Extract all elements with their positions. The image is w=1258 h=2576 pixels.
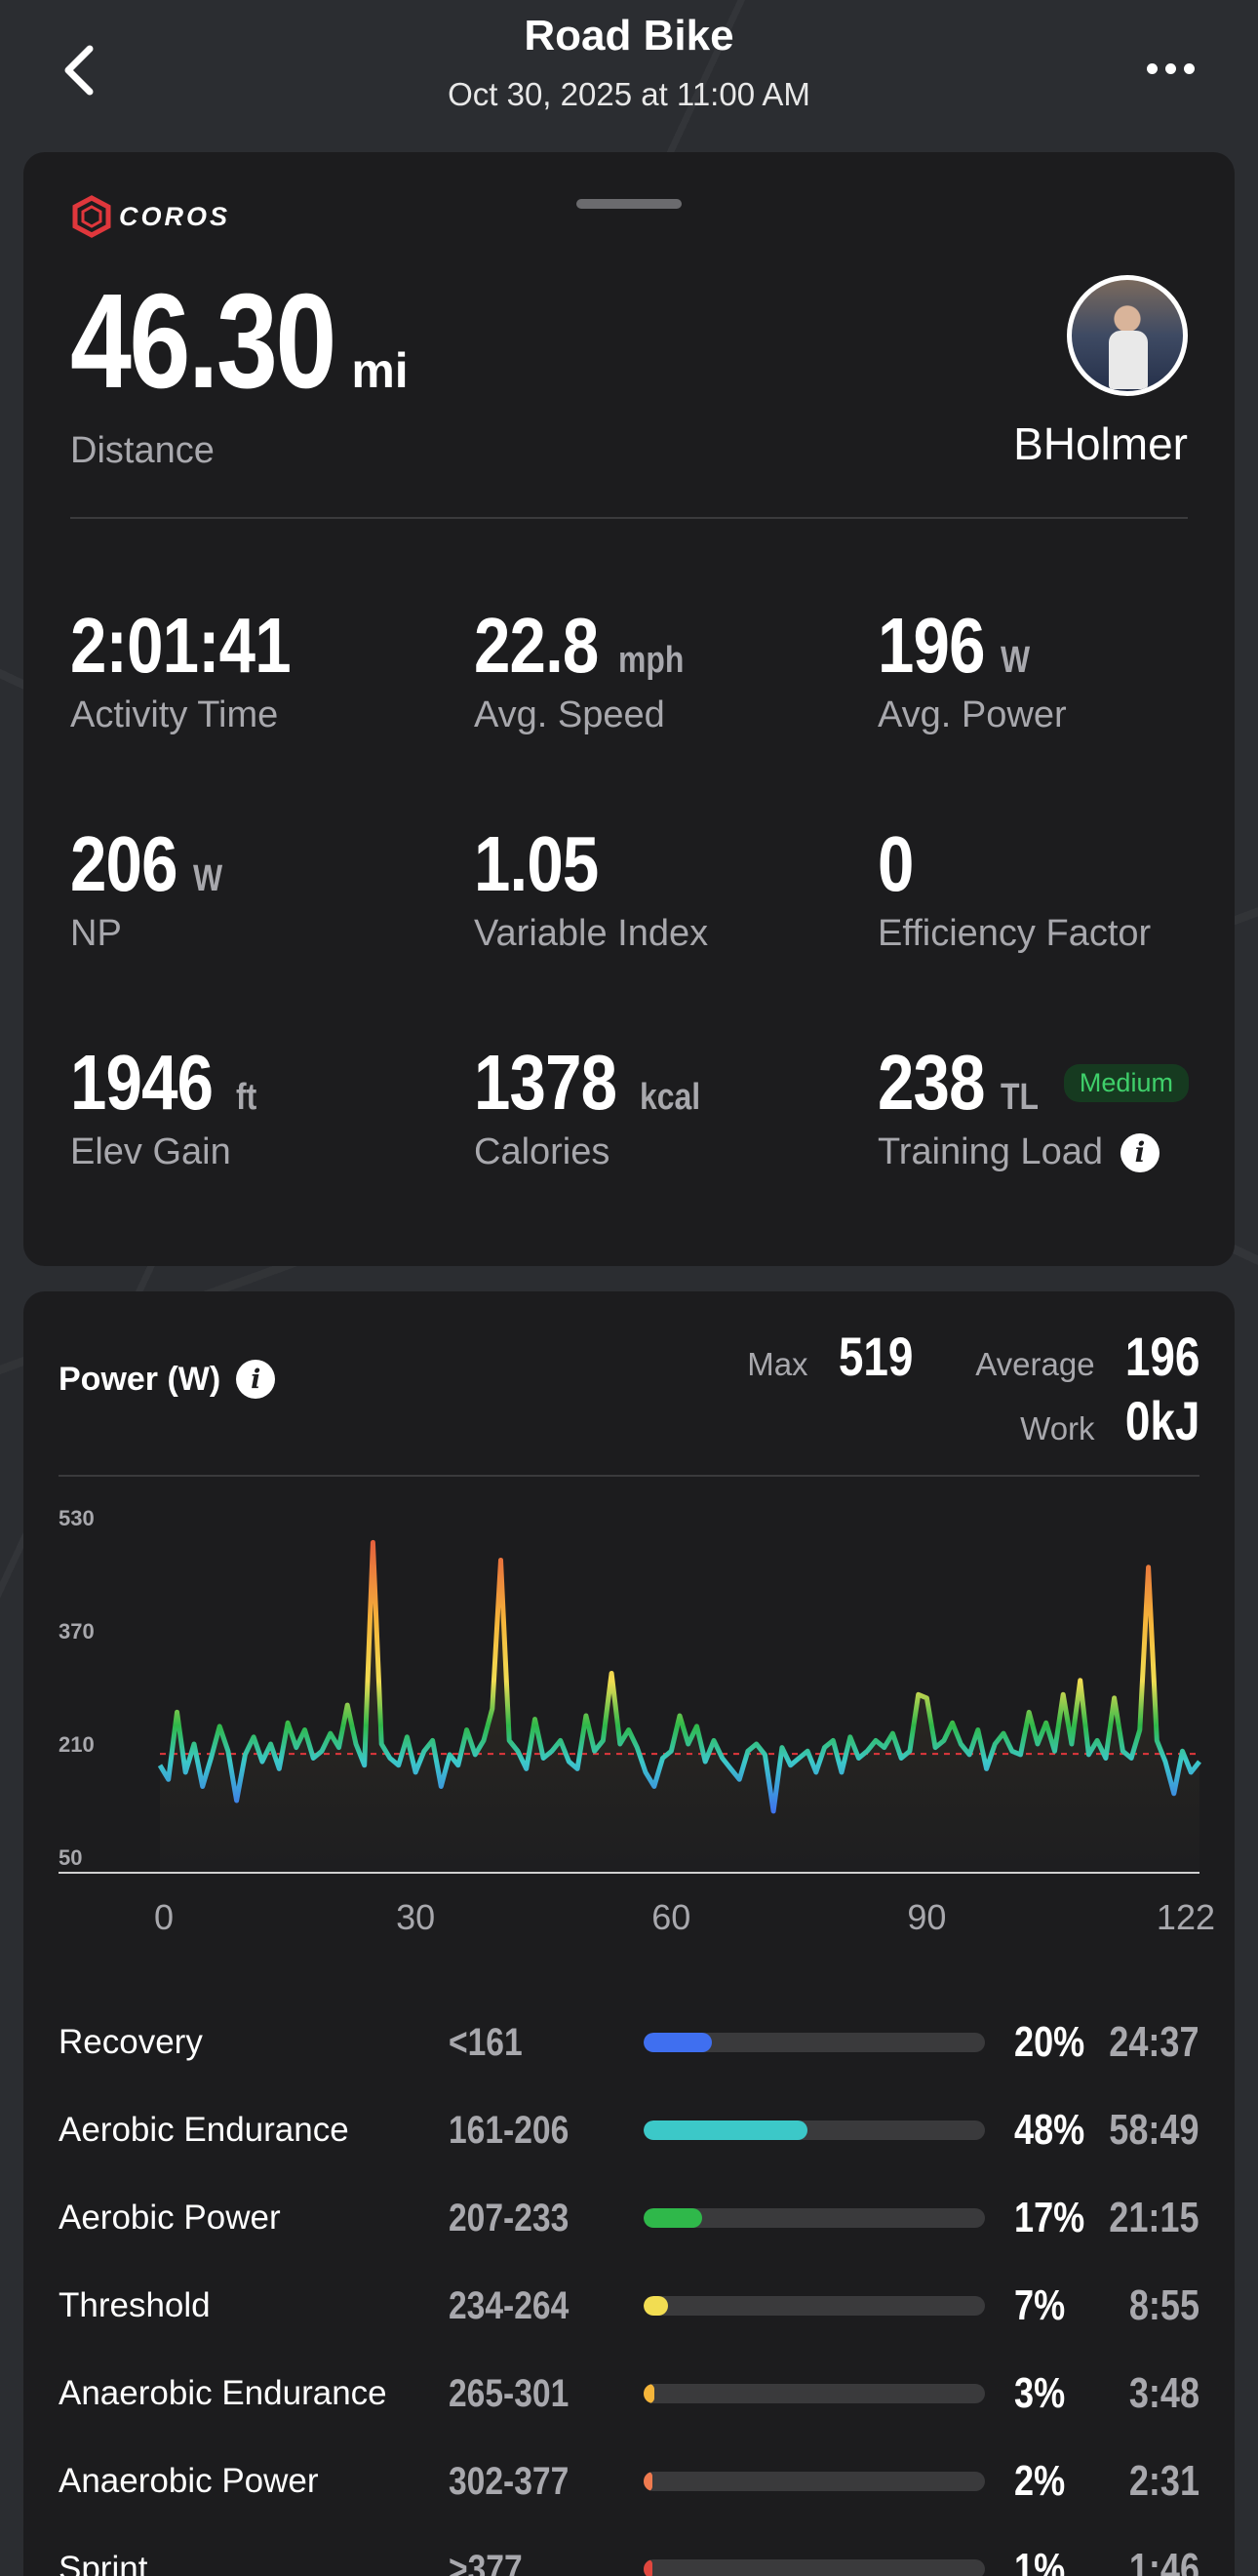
zone-row: Recovery <161 20% 24:37 xyxy=(59,2013,1199,2072)
zone-range: 161-206 xyxy=(449,2108,570,2152)
zone-bar xyxy=(644,2384,985,2403)
stat-variable-index: 1.05 Variable Index xyxy=(474,820,709,954)
info-icon[interactable]: i xyxy=(236,1360,276,1399)
zone-percent: 2% xyxy=(1014,2457,1066,2505)
drag-handle[interactable] xyxy=(576,199,682,209)
zone-bar xyxy=(644,2559,985,2576)
brand-name: COROS xyxy=(119,201,231,231)
zone-name: Recovery xyxy=(59,2023,203,2061)
zone-bar xyxy=(644,2033,985,2052)
power-card: Power (W) i Max 519 Average 196 Work 0kJ… xyxy=(23,1291,1235,2576)
zone-bar-fill xyxy=(644,2208,702,2228)
stat-elev-gain: 1946 ft Elev Gain xyxy=(70,1039,257,1172)
zone-row: Anaerobic Endurance 265-301 3% 3:48 xyxy=(59,2364,1199,2423)
zone-percent: 17% xyxy=(1014,2194,1085,2241)
x-tick-label: 90 xyxy=(907,1897,946,1937)
zone-time: 2:31 xyxy=(1128,2457,1199,2505)
zone-name: Aerobic Endurance xyxy=(59,2111,349,2149)
stat-avg-power: 196 W Avg. Power xyxy=(878,602,1067,735)
zone-name: Sprint xyxy=(59,2550,148,2576)
zone-bar-fill xyxy=(644,2120,807,2140)
zone-percent: 20% xyxy=(1014,2018,1085,2066)
divider xyxy=(70,517,1188,519)
coros-logo-icon xyxy=(72,195,111,238)
zone-name: Threshold xyxy=(59,2286,211,2324)
zone-range: <161 xyxy=(449,2020,523,2064)
zone-bar xyxy=(644,2472,985,2491)
back-button[interactable] xyxy=(51,39,109,101)
activity-datetime: Oct 30, 2025 at 11:00 AM xyxy=(448,76,810,112)
stat-np: 206 W NP xyxy=(70,820,223,954)
zone-row: Sprint >377 1% 1:46 xyxy=(59,2540,1199,2576)
y-tick-label: 530 xyxy=(59,1506,95,1530)
power-chart-title: Power (W) i xyxy=(59,1360,276,1399)
page-title: Road Bike xyxy=(524,12,734,59)
training-load-badge: Medium xyxy=(1063,1063,1189,1102)
divider xyxy=(59,1475,1199,1477)
distance-value: 46.30 xyxy=(70,266,336,416)
x-tick-label: 30 xyxy=(396,1897,435,1937)
zone-row: Aerobic Endurance 161-206 48% 58:49 xyxy=(59,2101,1199,2160)
zone-time: 8:55 xyxy=(1128,2281,1199,2329)
y-tick-label: 50 xyxy=(59,1845,82,1870)
stat-avg-speed: 22.8 mph Avg. Speed xyxy=(474,602,685,735)
zone-bar xyxy=(644,2208,985,2228)
zone-bar xyxy=(644,2296,985,2316)
zone-range: 207-233 xyxy=(449,2196,570,2239)
activity-summary-card: COROS 46.30 mi Distance BHolmer 2:01:41 … xyxy=(23,152,1235,1266)
chevron-left-icon xyxy=(64,45,94,96)
distance-unit: mi xyxy=(351,343,409,398)
y-tick-label: 210 xyxy=(59,1732,95,1757)
zone-bar-fill xyxy=(644,2559,652,2576)
zone-range: 302-377 xyxy=(449,2459,570,2503)
more-options-button[interactable] xyxy=(1131,49,1209,88)
power-work: Work 0kJ xyxy=(1020,1390,1199,1451)
power-average: Average 196 xyxy=(975,1326,1199,1387)
x-tick-label: 0 xyxy=(154,1897,174,1937)
power-max: Max 519 xyxy=(747,1326,913,1387)
user-name[interactable]: BHolmer xyxy=(1013,418,1188,469)
zone-time: 21:15 xyxy=(1109,2194,1199,2241)
zone-bar-fill xyxy=(644,2033,712,2052)
more-dots-icon xyxy=(1146,62,1158,74)
zone-percent: 48% xyxy=(1014,2106,1085,2154)
zone-range: 234-264 xyxy=(449,2283,570,2327)
distance-value-group: 46.30 mi xyxy=(70,274,409,409)
zone-time: 3:48 xyxy=(1128,2369,1199,2417)
top-bar: Road Bike Oct 30, 2025 at 11:00 AM xyxy=(0,0,1258,146)
zone-name: Anaerobic Endurance xyxy=(59,2374,387,2412)
info-icon[interactable]: i xyxy=(1120,1132,1160,1172)
stat-training-load: 238 TL Medium Training Load i xyxy=(878,1038,1248,1173)
x-tick-label: 122 xyxy=(1157,1897,1215,1937)
stat-activity-time: 2:01:41 Activity Time xyxy=(70,602,292,735)
power-area xyxy=(160,1542,1199,1871)
zone-time: 1:46 xyxy=(1128,2545,1199,2576)
y-tick-label: 370 xyxy=(59,1619,95,1644)
zone-percent: 1% xyxy=(1014,2545,1066,2576)
zone-name: Aerobic Power xyxy=(59,2199,281,2237)
power-series-line xyxy=(157,1539,1201,1814)
x-tick-label: 60 xyxy=(651,1897,690,1937)
zone-time: 58:49 xyxy=(1109,2106,1199,2154)
zone-percent: 3% xyxy=(1014,2369,1066,2417)
zone-time: 24:37 xyxy=(1109,2018,1199,2066)
distance-label: Distance xyxy=(70,430,215,471)
stat-efficiency-factor: 0 Efficiency Factor xyxy=(878,820,1152,954)
zone-bar-fill xyxy=(644,2384,654,2403)
zone-row: Aerobic Power 207-233 17% 21:15 xyxy=(59,2189,1199,2247)
zone-bar-fill xyxy=(644,2296,668,2316)
brand-logo: COROS xyxy=(72,195,230,238)
avatar[interactable] xyxy=(1067,275,1188,396)
zone-bar-fill xyxy=(644,2472,652,2491)
zone-range: 265-301 xyxy=(449,2371,570,2415)
zone-bar xyxy=(644,2120,985,2140)
zone-row: Anaerobic Power 302-377 2% 2:31 xyxy=(59,2452,1199,2511)
zone-row: Threshold 234-264 7% 8:55 xyxy=(59,2277,1199,2335)
zone-range: >377 xyxy=(449,2547,523,2576)
stat-calories: 1378 kcal Calories xyxy=(474,1039,701,1172)
zone-name: Anaerobic Power xyxy=(59,2462,319,2500)
power-chart[interactable]: 530 370 210 50 0 30 60 90 122 xyxy=(23,1486,1235,1955)
zone-percent: 7% xyxy=(1014,2281,1066,2329)
